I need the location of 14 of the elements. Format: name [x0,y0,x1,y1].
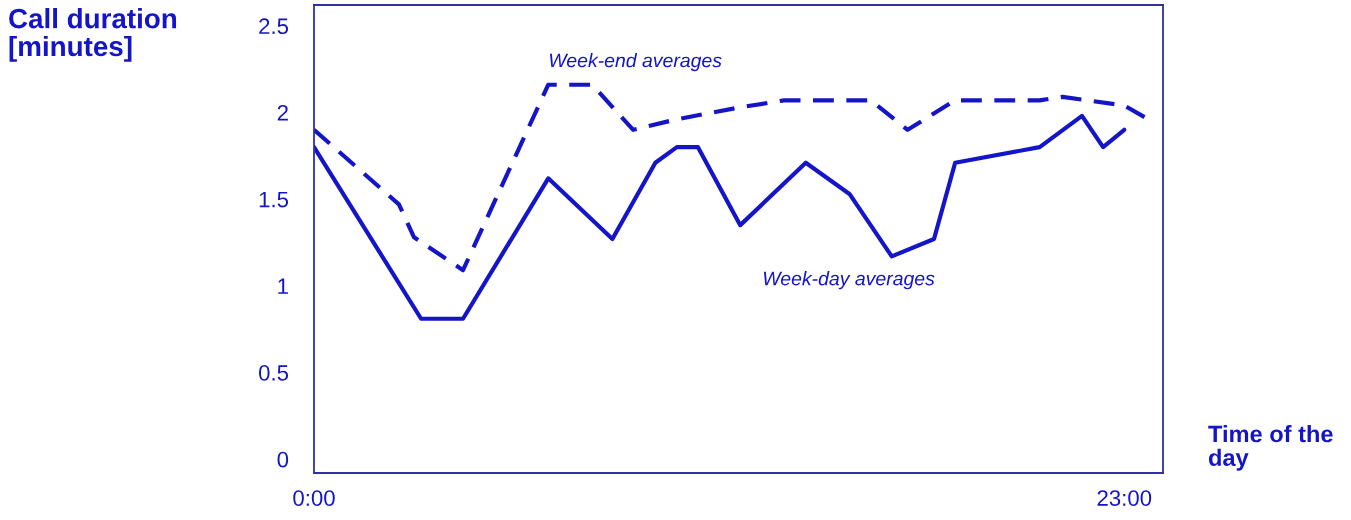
y-tick-label: 0 [277,451,289,468]
line-series [314,82,1148,273]
y-tick-label: 0.5 [258,365,289,381]
y-tick-label: 2 [277,105,288,121]
x-axis-title: Time of the day [1208,425,1333,471]
y-tick-label: 2.5 [259,18,289,35]
y-tick-label: 1.5 [259,191,289,208]
y-axis-title: Call duration [minutes] [9,8,177,62]
x-tick-label: 23:00 [1097,490,1152,506]
y-tick-label: 1 [278,278,288,294]
x-tick-label: 0:00 [293,490,335,506]
annotation: Week-day averages [763,271,935,290]
annotation: Week-end averages [550,53,722,72]
line-series [314,113,1127,321]
